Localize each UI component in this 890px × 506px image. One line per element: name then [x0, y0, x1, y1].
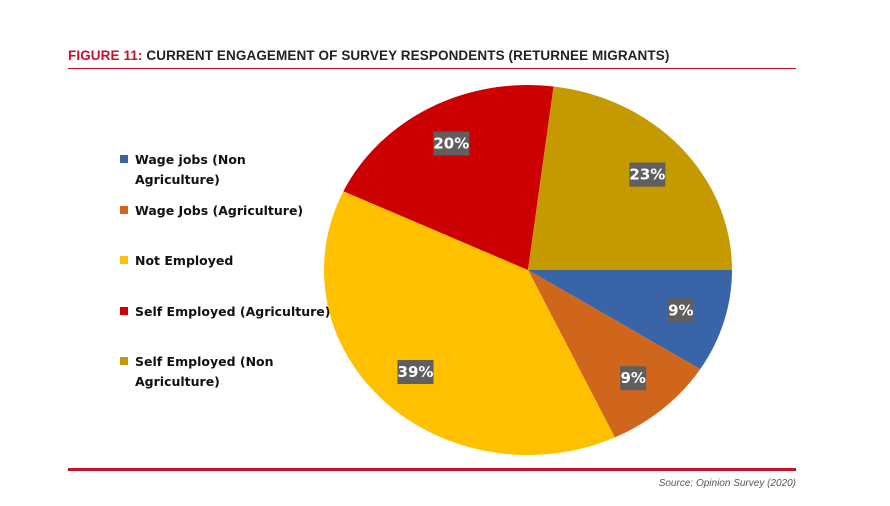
- legend-swatch: [120, 206, 128, 214]
- footer-divider: [68, 468, 796, 471]
- slice-data-label: 23%: [629, 162, 666, 187]
- slice-label-box: [433, 131, 470, 156]
- legend-item-self-non-agri: Self Employed (Non Agriculture): [120, 352, 335, 392]
- legend-label: Self Employed (Non Agriculture): [135, 354, 274, 389]
- pie-slice-1: [528, 270, 732, 370]
- slice-data-label: 9%: [620, 366, 647, 391]
- legend-item-self-agri: Self Employed (Agriculture): [120, 302, 335, 322]
- slice-label-text: 9%: [620, 369, 645, 387]
- pie-slice-4: [343, 85, 554, 270]
- source-note: Source: Opinion Survey (2020): [658, 478, 796, 489]
- figure-title: FIGURE 11: CURRENT ENGAGEMENT OF SURVEY …: [68, 48, 669, 63]
- pie-slice-3: [324, 191, 615, 455]
- legend-label: Self Employed (Agriculture): [135, 304, 331, 319]
- slice-label-box: [620, 366, 647, 391]
- figure-title-text: CURRENT ENGAGEMENT OF SURVEY RESPONDENTS…: [142, 48, 670, 63]
- legend-swatch: [120, 155, 128, 163]
- slice-label-text: 23%: [629, 166, 665, 184]
- legend-label: Wage Jobs (Agriculture): [135, 203, 304, 218]
- figure-title-prefix: FIGURE 11:: [68, 48, 143, 63]
- legend-item-not-employed: Not Employed: [120, 251, 335, 271]
- slice-label-box: [667, 298, 694, 323]
- slice-label-text: 20%: [433, 135, 469, 153]
- legend-swatch: [120, 357, 128, 365]
- slice-data-label: 20%: [433, 131, 470, 156]
- legend-swatch: [120, 256, 128, 264]
- pie-slice-2: [528, 270, 701, 438]
- slice-label-box: [629, 162, 666, 187]
- title-divider: [68, 68, 796, 69]
- legend-item-wage-agri: Wage Jobs (Agriculture): [120, 201, 335, 221]
- legend-label: Not Employed: [135, 253, 234, 268]
- slice-label-box: [397, 360, 434, 385]
- slice-label-text: 39%: [398, 363, 434, 381]
- slice-data-label: 9%: [667, 298, 694, 323]
- legend-item-wage-non-agri: Wage jobs (Non Agriculture): [120, 150, 335, 190]
- legend-label: Wage jobs (Non Agriculture): [135, 152, 246, 187]
- slice-label-text: 9%: [668, 301, 693, 319]
- slice-data-label: 39%: [397, 360, 434, 385]
- legend-swatch: [120, 307, 128, 315]
